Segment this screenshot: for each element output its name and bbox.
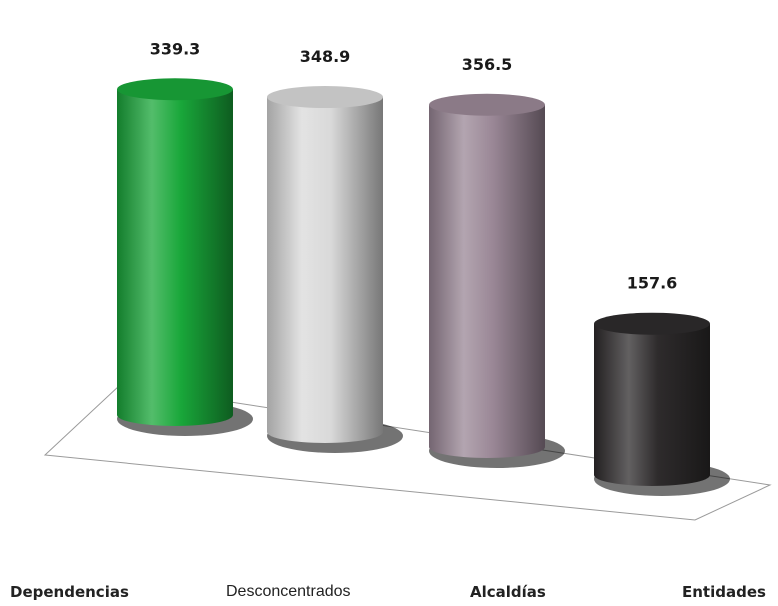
bars-group [117, 78, 730, 496]
bar-top-cap [429, 93, 545, 116]
bar-alcaldías [429, 104, 545, 458]
value-label: 348.9 [300, 47, 351, 66]
value-label: 339.3 [150, 39, 201, 58]
value-label: 356.5 [462, 55, 513, 74]
bar-top-cap [594, 312, 710, 335]
category-label-entidades: Entidades [682, 583, 766, 601]
value-labels-group: 339.3 348.9 356.5 157.6 [150, 39, 678, 292]
bar-top-cap [267, 86, 383, 109]
bar-dependencias [117, 89, 233, 426]
category-label-dependencias: Dependencias [10, 583, 129, 601]
category-label-alcaldias: Alcaldías [470, 583, 546, 601]
category-label-desconcentrados: Desconcentrados [226, 583, 351, 600]
bar-entidades [594, 323, 710, 486]
value-label: 157.6 [627, 274, 678, 293]
bar-top-cap [117, 78, 233, 101]
bar-desconcentrados [267, 97, 383, 443]
